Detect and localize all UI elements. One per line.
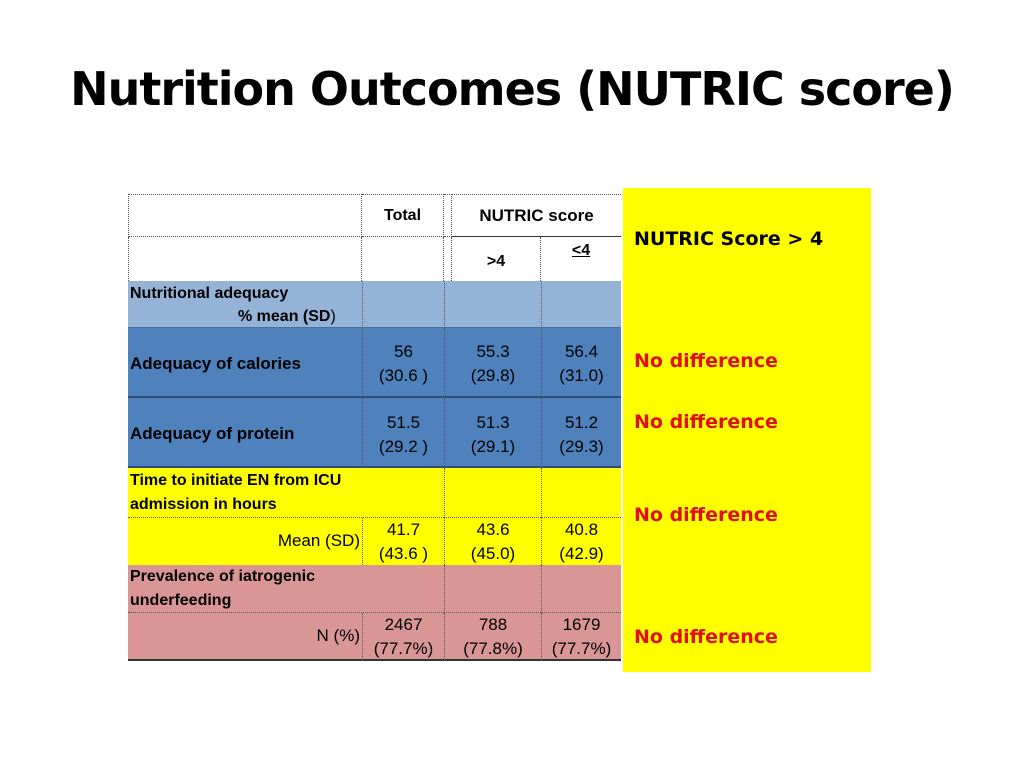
calories-le4-sd: (31.0)	[559, 366, 604, 385]
underfeeding-le4-n: 1679	[562, 615, 601, 634]
section-nutritional-adequacy: Nutritional adequacy % mean (SD)	[128, 281, 362, 328]
section2-mean-sd-label: Mean (SD)	[128, 518, 362, 565]
underfeeding-gt4-n: 788	[478, 615, 508, 634]
row-protein-total: 51.5 (29.2 )	[362, 398, 444, 468]
section2-gt4-cell	[444, 468, 541, 518]
protein-gt4-sd: (29.1)	[470, 437, 516, 456]
section-iatrogenic-underfeeding: Prevalence of iatrogenic underfeeding	[128, 565, 444, 613]
row-protein-le4: 51.2 (29.3)	[541, 398, 621, 468]
row-calories-label: Adequacy of calories	[128, 328, 362, 398]
row-calories-total: 56 (30.6 )	[362, 328, 444, 398]
section-underfeeding-line2: underfeeding	[130, 592, 232, 609]
protein-total-mean: 51.5	[386, 413, 421, 432]
section1-sub-pre: % mean (	[238, 308, 309, 325]
underfeeding-total-n: 2467	[384, 615, 423, 634]
time-total-mean: 41.7	[386, 520, 421, 539]
section3-le4: 1679 (77.7%)	[541, 613, 621, 661]
row-calories-gt4: 55.3 (29.8)	[444, 328, 541, 398]
row-protein-gt4: 51.3 (29.1)	[444, 398, 541, 468]
section2-total: 41.7 (43.6 )	[362, 518, 444, 565]
section3-n-pct-label: N (%)	[128, 613, 362, 661]
section-underfeeding-line1: Prevalence of iatrogenic	[130, 568, 315, 585]
section1-sub-bold: SD	[308, 308, 331, 325]
header-le4: <4	[541, 237, 621, 281]
calories-total-sd: (30.6 )	[378, 366, 429, 385]
time-gt4-sd: (45.0)	[470, 544, 516, 563]
result-time-to-en: No difference	[634, 504, 778, 526]
slide-title: Nutrition Outcomes (NUTRIC score)	[70, 62, 955, 116]
section-time-to-en: Time to initiate EN from ICU admission i…	[128, 468, 444, 518]
protein-le4-sd: (29.3)	[559, 437, 604, 456]
header-le4-label: <4	[571, 242, 591, 259]
row-protein-label: Adequacy of protein	[128, 398, 362, 468]
calories-gt4-sd: (29.8)	[470, 366, 516, 385]
result-calories: No difference	[634, 350, 778, 372]
subheader-gap	[444, 237, 452, 281]
protein-le4-mean: 51.2	[564, 413, 599, 432]
section2-gt4: 43.6 (45.0)	[444, 518, 541, 565]
result-underfeeding: No difference	[634, 626, 778, 648]
result-protein: No difference	[634, 411, 778, 433]
header-gt4: >4	[452, 237, 541, 281]
section-nutritional-adequacy-label: Nutritional adequacy	[130, 285, 289, 302]
section3-le4-cell	[541, 565, 621, 613]
section-time-to-en-line2: admission in hours	[130, 496, 277, 513]
section3-total: 2467 (77.7%)	[362, 613, 444, 661]
section3-gt4: 788 (77.8%)	[444, 613, 541, 661]
section1-le4-cell	[541, 281, 621, 328]
header-total: Total	[362, 194, 444, 237]
header-gap	[444, 194, 452, 237]
subheader-empty-cell	[128, 237, 362, 281]
header-nutric-score: NUTRIC score	[452, 194, 621, 237]
row-calories-le4: 56.4 (31.0)	[541, 328, 621, 398]
subheader-total-empty	[362, 237, 444, 281]
underfeeding-total-pct: (77.7%)	[373, 639, 434, 658]
section1-sub-post: )	[330, 308, 336, 325]
protein-total-sd: (29.2 )	[378, 437, 429, 456]
section1-gt4-cell	[444, 281, 541, 328]
calories-le4-mean: 56.4	[564, 342, 599, 361]
section-time-to-en-line1: Time to initiate EN from ICU	[130, 472, 342, 489]
underfeeding-le4-pct: (77.7%)	[551, 639, 612, 658]
time-le4-sd: (42.9)	[559, 544, 604, 563]
time-gt4-mean: 43.6	[476, 520, 510, 539]
section3-gt4-cell	[444, 565, 541, 613]
time-le4-mean: 40.8	[564, 520, 599, 539]
section1-total-cell	[362, 281, 444, 328]
calories-total-mean: 56	[394, 342, 413, 361]
calories-gt4-mean: 55.3	[476, 342, 510, 361]
underfeeding-gt4-pct: (77.8%)	[463, 639, 523, 658]
section2-le4: 40.8 (42.9)	[541, 518, 621, 565]
result-panel: NUTRIC Score > 4 No difference No differ…	[623, 188, 871, 672]
section2-le4-cell	[541, 468, 621, 518]
protein-gt4-mean: 51.3	[476, 413, 510, 432]
section-nutritional-adequacy-sub: % mean (SD)	[130, 305, 362, 328]
panel-heading: NUTRIC Score > 4	[634, 228, 824, 250]
header-empty-cell	[128, 194, 362, 237]
time-total-sd: (43.6 )	[378, 544, 429, 563]
